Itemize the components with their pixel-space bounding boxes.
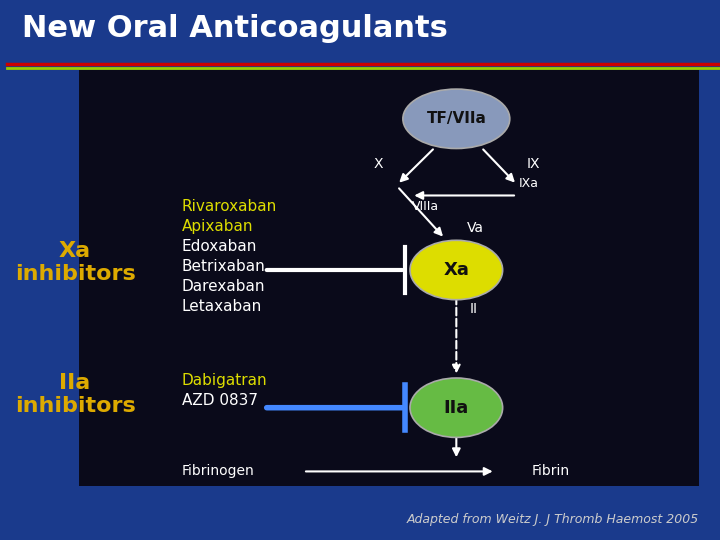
Text: AZD 0837: AZD 0837 xyxy=(182,393,258,408)
Text: Va: Va xyxy=(467,221,484,235)
Text: Apixaban: Apixaban xyxy=(182,219,253,234)
Ellipse shape xyxy=(403,89,510,148)
Text: VIIIa: VIIIa xyxy=(411,200,438,213)
Text: Fibrin: Fibrin xyxy=(531,464,570,478)
Text: Edoxaban: Edoxaban xyxy=(182,239,257,254)
Text: IX: IX xyxy=(526,157,540,171)
Text: inhibitors: inhibitors xyxy=(14,264,135,284)
Text: Adapted from Weitz J. J Thromb Haemost 2005: Adapted from Weitz J. J Thromb Haemost 2… xyxy=(406,514,698,526)
Text: II: II xyxy=(469,302,477,316)
FancyBboxPatch shape xyxy=(78,70,698,486)
Text: Letaxaban: Letaxaban xyxy=(182,299,262,314)
Text: IIa: IIa xyxy=(60,373,91,394)
Text: New Oral Anticoagulants: New Oral Anticoagulants xyxy=(22,14,448,43)
Text: Xa: Xa xyxy=(444,261,469,279)
Text: Fibrinogen: Fibrinogen xyxy=(181,464,254,478)
Text: Xa: Xa xyxy=(59,241,91,261)
Text: X: X xyxy=(373,157,383,171)
Text: IIa: IIa xyxy=(444,399,469,417)
Text: Betrixaban: Betrixaban xyxy=(182,259,266,274)
Ellipse shape xyxy=(410,378,503,437)
Text: inhibitors: inhibitors xyxy=(14,396,135,416)
Text: Darexaban: Darexaban xyxy=(182,279,266,294)
Text: Rivaroxaban: Rivaroxaban xyxy=(182,199,277,214)
Text: IXa: IXa xyxy=(519,177,539,190)
Text: TF/VIIa: TF/VIIa xyxy=(426,111,486,126)
Text: Dabigatran: Dabigatran xyxy=(182,373,268,388)
Ellipse shape xyxy=(410,240,503,300)
